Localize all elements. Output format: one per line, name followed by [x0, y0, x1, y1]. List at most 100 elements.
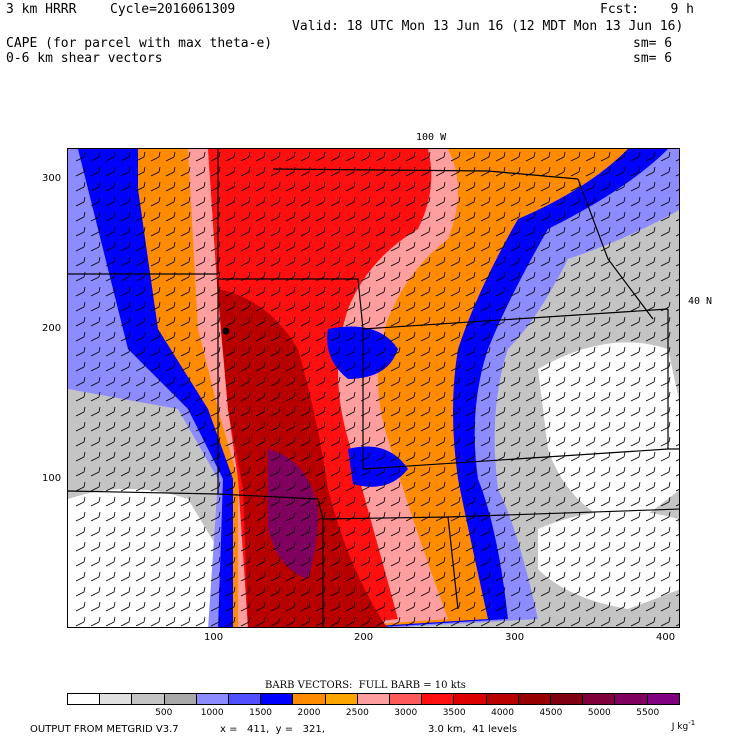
wind-barb [255, 286, 266, 297]
wind-barb [480, 286, 491, 297]
wind-barb [540, 406, 551, 417]
wind-barb [675, 444, 679, 447]
wind-barb [435, 316, 446, 327]
wind-barb [120, 241, 131, 252]
wind-barb [105, 406, 116, 417]
wind-barb [135, 301, 146, 312]
wind-barb [570, 541, 581, 552]
wind-barb [75, 226, 86, 237]
wind-barb [615, 331, 626, 342]
wind-barb [600, 511, 611, 522]
wind-barb [630, 151, 641, 162]
wind-barb [90, 616, 101, 627]
wind-barb [525, 316, 536, 327]
wind-barb [435, 346, 446, 357]
colorbar-cell [325, 694, 358, 704]
wind-barb [195, 346, 206, 357]
wind-barb [150, 556, 161, 567]
wind-barb [420, 526, 431, 537]
wind-barb [585, 181, 596, 192]
wind-barb [555, 241, 566, 252]
wind-barb [675, 489, 679, 492]
wind-barb [660, 436, 671, 447]
wind-barb [525, 346, 536, 357]
wind-barb [660, 421, 671, 432]
wind-barb [465, 316, 476, 327]
wind-barb [510, 526, 521, 537]
wind-barb [180, 421, 191, 432]
wind-barb [525, 586, 536, 597]
wind-barb [570, 181, 581, 192]
wind-barb [120, 541, 131, 552]
wind-barb [510, 496, 521, 507]
wind-barb [90, 211, 101, 222]
wind-barb [330, 286, 341, 297]
wind-barb [675, 249, 679, 252]
wind-barb [660, 511, 671, 522]
wind-barb [525, 166, 536, 177]
wind-barb [270, 451, 281, 462]
wind-barb [165, 301, 176, 312]
wind-barb [600, 286, 611, 297]
wind-barb [120, 256, 131, 267]
wind-barb [630, 166, 641, 177]
wind-barb [285, 316, 296, 327]
colorbar-cell [293, 694, 326, 704]
wind-barb [585, 451, 596, 462]
wind-barb [300, 601, 311, 612]
wind-barb [600, 481, 611, 492]
wind-barb [225, 511, 236, 522]
wind-barb [450, 451, 461, 462]
wind-barb [75, 316, 86, 327]
wind-barb [360, 151, 371, 162]
wind-barb [300, 196, 311, 207]
wind-barb [660, 271, 671, 282]
wind-barb [180, 481, 191, 492]
wind-barb [435, 466, 446, 477]
wind-barb [315, 496, 326, 507]
wind-barb [585, 421, 596, 432]
wind-barb [120, 346, 131, 357]
wind-barb [450, 211, 461, 222]
wind-barb [540, 196, 551, 207]
wind-barb [525, 256, 536, 267]
wind-barb [150, 601, 161, 612]
wind-barb [135, 421, 146, 432]
wind-barb [315, 316, 326, 327]
wind-barb [150, 481, 161, 492]
wind-barb [630, 286, 641, 297]
wind-barb [465, 391, 476, 402]
wind-barb [660, 601, 671, 612]
wind-barb [180, 376, 191, 387]
wind-barb [420, 331, 431, 342]
x-tick-200: 200 [354, 632, 374, 643]
wind-barb [345, 376, 356, 387]
wind-barb [585, 256, 596, 267]
wind-barb [465, 271, 476, 282]
wind-barb [630, 481, 641, 492]
wind-barb [240, 391, 251, 402]
wind-barb [330, 196, 341, 207]
colorbar-cell [357, 694, 391, 704]
wind-barb [525, 556, 536, 567]
wind-barb [555, 211, 566, 222]
wind-barb [465, 361, 476, 372]
wind-barb [555, 541, 566, 552]
wind-barb [345, 346, 356, 357]
wind-barb [240, 541, 251, 552]
wind-barb [465, 481, 476, 492]
wind-barb [270, 286, 281, 297]
wind-barb [195, 256, 206, 267]
colorbar-label: 2500 [345, 708, 369, 718]
wind-barb [285, 301, 296, 312]
wind-barb [105, 346, 116, 357]
wind-barb [225, 361, 236, 372]
wind-barb [540, 181, 551, 192]
wind-barb [210, 511, 221, 522]
wind-barb [210, 166, 221, 177]
wind-barb [495, 271, 506, 282]
wind-barb [465, 211, 476, 222]
wind-barb [555, 181, 566, 192]
wind-barb [300, 451, 311, 462]
wind-barb [585, 391, 596, 402]
